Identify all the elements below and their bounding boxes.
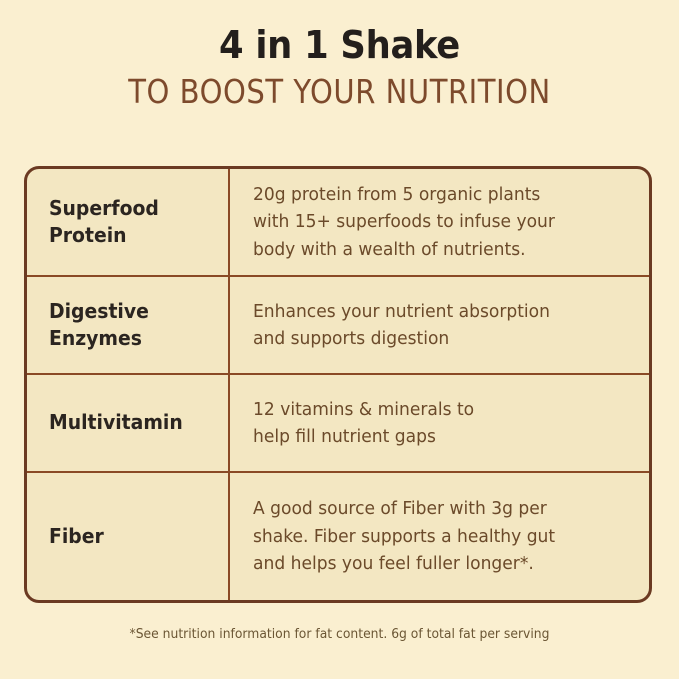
footnote: *See nutrition information for fat conte… [129, 627, 550, 642]
table-cell-description: 20g protein from 5 organic plants with 1… [230, 169, 649, 275]
table-row: Superfood Protein 20g protein from 5 org… [27, 169, 649, 277]
row-description: 12 vitamins & minerals to help fill nutr… [253, 398, 475, 447]
row-label: Fiber [49, 523, 104, 548]
table-cell-label: Superfood Protein [27, 169, 230, 275]
table-cell-description: Enhances your nutrient absorption and su… [230, 277, 649, 373]
row-label: Multivitamin [49, 410, 183, 435]
table-row: Digestive Enzymes Enhances your nutrient… [27, 277, 649, 375]
page-subtitle: TO BOOST YOUR NUTRITION [128, 71, 551, 111]
page-title: 4 in 1 Shake [218, 23, 460, 67]
header: 4 in 1 Shake TO BOOST YOUR NUTRITION [0, 23, 679, 111]
row-label: Superfood Protein [49, 195, 159, 247]
row-description: Enhances your nutrient absorption and su… [253, 300, 550, 349]
row-description: A good source of Fiber with 3g per shake… [253, 498, 556, 575]
row-label: Digestive Enzymes [49, 298, 149, 350]
table-cell-label: Digestive Enzymes [27, 277, 230, 373]
table-cell-label: Multivitamin [27, 375, 230, 471]
table-cell-label: Fiber [27, 473, 230, 600]
table-cell-description: A good source of Fiber with 3g per shake… [230, 473, 649, 600]
row-description: 20g protein from 5 organic plants with 1… [253, 183, 555, 260]
benefits-table: Superfood Protein 20g protein from 5 org… [24, 166, 652, 603]
table-row: Multivitamin 12 vitamins & minerals to h… [27, 375, 649, 473]
table-cell-description: 12 vitamins & minerals to help fill nutr… [230, 375, 649, 471]
table-row: Fiber A good source of Fiber with 3g per… [27, 473, 649, 600]
